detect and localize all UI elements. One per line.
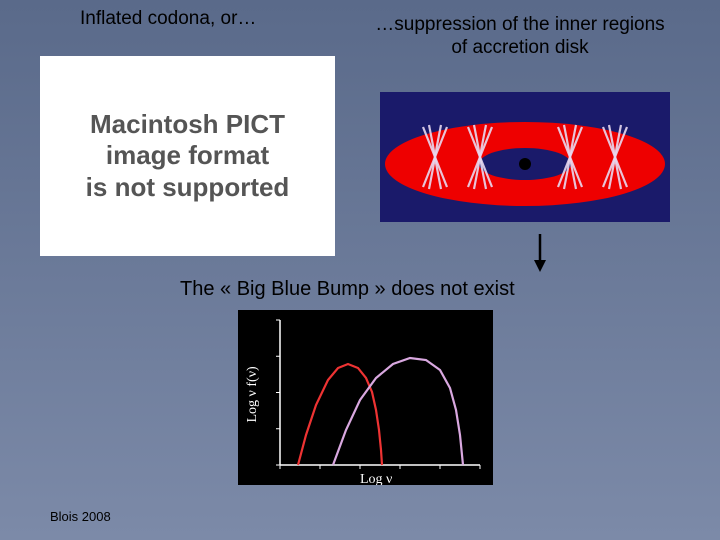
accretion-disk-figure bbox=[380, 92, 670, 222]
arrow-down-icon bbox=[533, 234, 547, 272]
pict-line2: image format bbox=[106, 140, 269, 170]
conclusion-text: The « Big Blue Bump » does not exist bbox=[180, 278, 515, 301]
pict-line1: Macintosh PICT bbox=[90, 109, 285, 139]
pict-line3: is not supported bbox=[86, 172, 290, 202]
pict-text: Macintosh PICT image format is not suppo… bbox=[86, 109, 290, 203]
svg-text:Log ν f(ν): Log ν f(ν) bbox=[245, 366, 260, 423]
svg-text:Log ν: Log ν bbox=[360, 472, 392, 485]
pict-placeholder: Macintosh PICT image format is not suppo… bbox=[40, 56, 335, 256]
heading-right: …suppression of the inner regions of acc… bbox=[370, 14, 670, 60]
footer-text: Blois 2008 bbox=[50, 509, 111, 524]
spectrum-chart: Log ν f(ν) Log ν bbox=[238, 310, 493, 485]
heading-left: Inflated codona, or… bbox=[80, 8, 256, 30]
